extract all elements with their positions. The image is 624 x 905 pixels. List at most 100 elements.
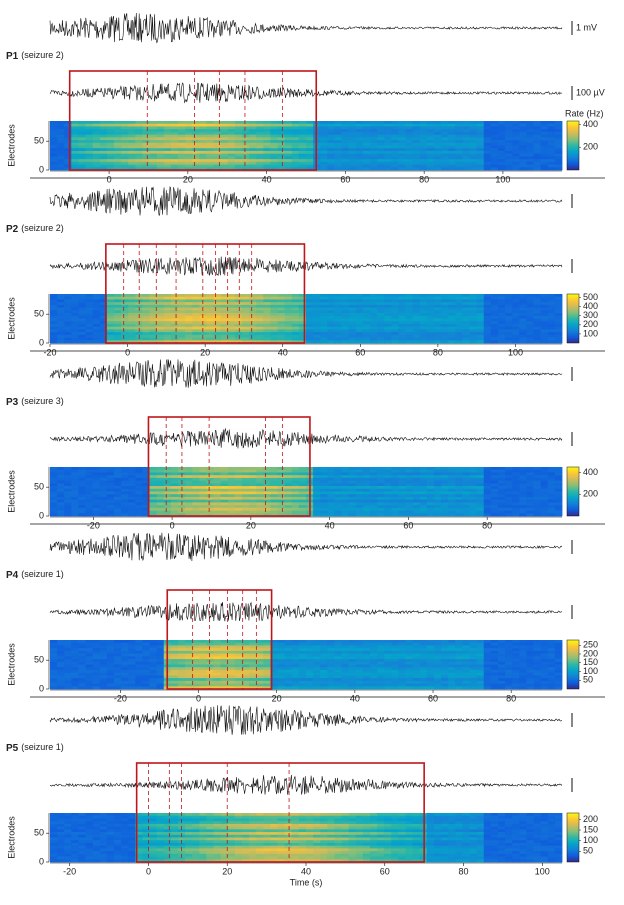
heatmap-cell	[228, 132, 236, 135]
heatmap-cell	[455, 140, 463, 143]
heatmap-cell	[420, 151, 428, 154]
heatmap-cell	[128, 681, 136, 684]
heatmap-cell	[512, 324, 520, 327]
heatmap-cell	[228, 675, 236, 678]
heatmap-cell	[377, 470, 385, 473]
heatmap-cell	[50, 165, 58, 168]
heatmap-cell	[384, 340, 392, 343]
heatmap-cell	[78, 165, 86, 168]
heatmap-cell	[505, 143, 513, 146]
heatmap-cell	[86, 335, 94, 338]
heatmap-cell	[178, 126, 186, 129]
heatmap-cell	[235, 338, 243, 341]
heatmap-cell	[342, 684, 350, 687]
heatmap-cell	[455, 154, 463, 157]
heatmap-cell	[398, 640, 406, 643]
heatmap-cell	[555, 148, 563, 151]
heatmap-cell	[555, 156, 563, 159]
heatmap-cell	[512, 475, 520, 478]
heatmap-cell	[256, 310, 264, 313]
heatmap-cell	[306, 126, 314, 129]
heatmap-cell	[192, 154, 200, 157]
heatmap-cell	[292, 329, 300, 332]
heatmap-cell	[100, 513, 108, 516]
heatmap-cell	[192, 321, 200, 324]
heatmap-cell	[164, 121, 172, 124]
panel-label: P1(seizure 2)	[6, 50, 64, 61]
heatmap-cell	[78, 132, 86, 135]
heatmap-cell	[128, 645, 136, 648]
heatmap-cell	[413, 470, 421, 473]
x-tick-label: 20	[200, 347, 210, 357]
heatmap-cell	[491, 508, 499, 511]
heatmap-cell	[285, 335, 293, 338]
heatmap-cell	[135, 508, 143, 511]
heatmap-cell	[441, 129, 449, 132]
heatmap-cell	[526, 327, 534, 330]
heatmap-cell	[398, 316, 406, 319]
heatmap-cell	[363, 310, 371, 313]
heatmap-cell	[548, 467, 556, 470]
heatmap-cell	[86, 124, 94, 127]
heatmap-cell	[192, 327, 200, 330]
heatmap-cell	[398, 483, 406, 486]
heatmap-cell	[107, 651, 115, 654]
heatmap-cell	[278, 310, 286, 313]
heatmap-cell	[519, 297, 527, 300]
heatmap-cell	[263, 505, 271, 508]
heatmap-cell	[192, 675, 200, 678]
heatmap-cell	[398, 643, 406, 646]
heatmap-cell	[448, 305, 456, 308]
heatmap-cell	[57, 686, 65, 689]
heatmap-cell	[214, 137, 222, 140]
heatmap-cell	[235, 121, 243, 124]
heatmap-cell	[370, 659, 378, 662]
heatmap-cell	[555, 308, 563, 311]
heatmap-cell	[228, 640, 236, 643]
heatmap-cell	[270, 159, 278, 162]
x-tick-label: -20	[43, 347, 56, 357]
heatmap-cell	[356, 321, 364, 324]
heatmap-cell	[526, 470, 534, 473]
heatmap-cell	[470, 165, 478, 168]
heatmap-cell	[342, 675, 350, 678]
heatmap-cell	[214, 472, 222, 475]
heatmap-cell	[128, 319, 136, 322]
heatmap-cell	[78, 494, 86, 497]
heatmap-cell	[398, 673, 406, 676]
heatmap-cell	[462, 124, 470, 127]
heatmap-cell	[50, 662, 58, 665]
heatmap-cell	[477, 470, 485, 473]
heatmap-cell	[406, 297, 414, 300]
heatmap-cell	[206, 654, 214, 657]
heatmap-cell	[505, 137, 513, 140]
heatmap-cell	[470, 489, 478, 492]
heatmap-cell	[71, 148, 79, 151]
heatmap-cell	[462, 500, 470, 503]
heatmap-cell	[526, 294, 534, 297]
heatmap-cell	[434, 159, 442, 162]
heatmap-cell	[327, 308, 335, 311]
heatmap-cell	[121, 678, 129, 681]
heatmap-cell	[78, 662, 86, 665]
heatmap-cell	[320, 478, 328, 481]
eeg-trace	[50, 13, 562, 43]
heatmap-cell	[555, 151, 563, 154]
heatmap-cell	[406, 129, 414, 132]
colorbar-tick-label: 100	[583, 328, 598, 338]
heatmap-cell	[406, 135, 414, 138]
heatmap-cell	[363, 302, 371, 305]
heatmap-cell	[299, 294, 307, 297]
heatmap-cell	[292, 640, 300, 643]
heatmap-cell	[356, 132, 364, 135]
heatmap-cell	[413, 675, 421, 678]
heatmap-cell	[135, 494, 143, 497]
heatmap-cell	[349, 140, 357, 143]
heatmap-cell	[78, 648, 86, 651]
heatmap-cell	[57, 684, 65, 687]
heatmap-cell	[206, 310, 214, 313]
heatmap-cell	[57, 294, 65, 297]
heatmap-cell	[78, 335, 86, 338]
heatmap-cell	[512, 335, 520, 338]
heatmap-cell	[185, 648, 193, 651]
